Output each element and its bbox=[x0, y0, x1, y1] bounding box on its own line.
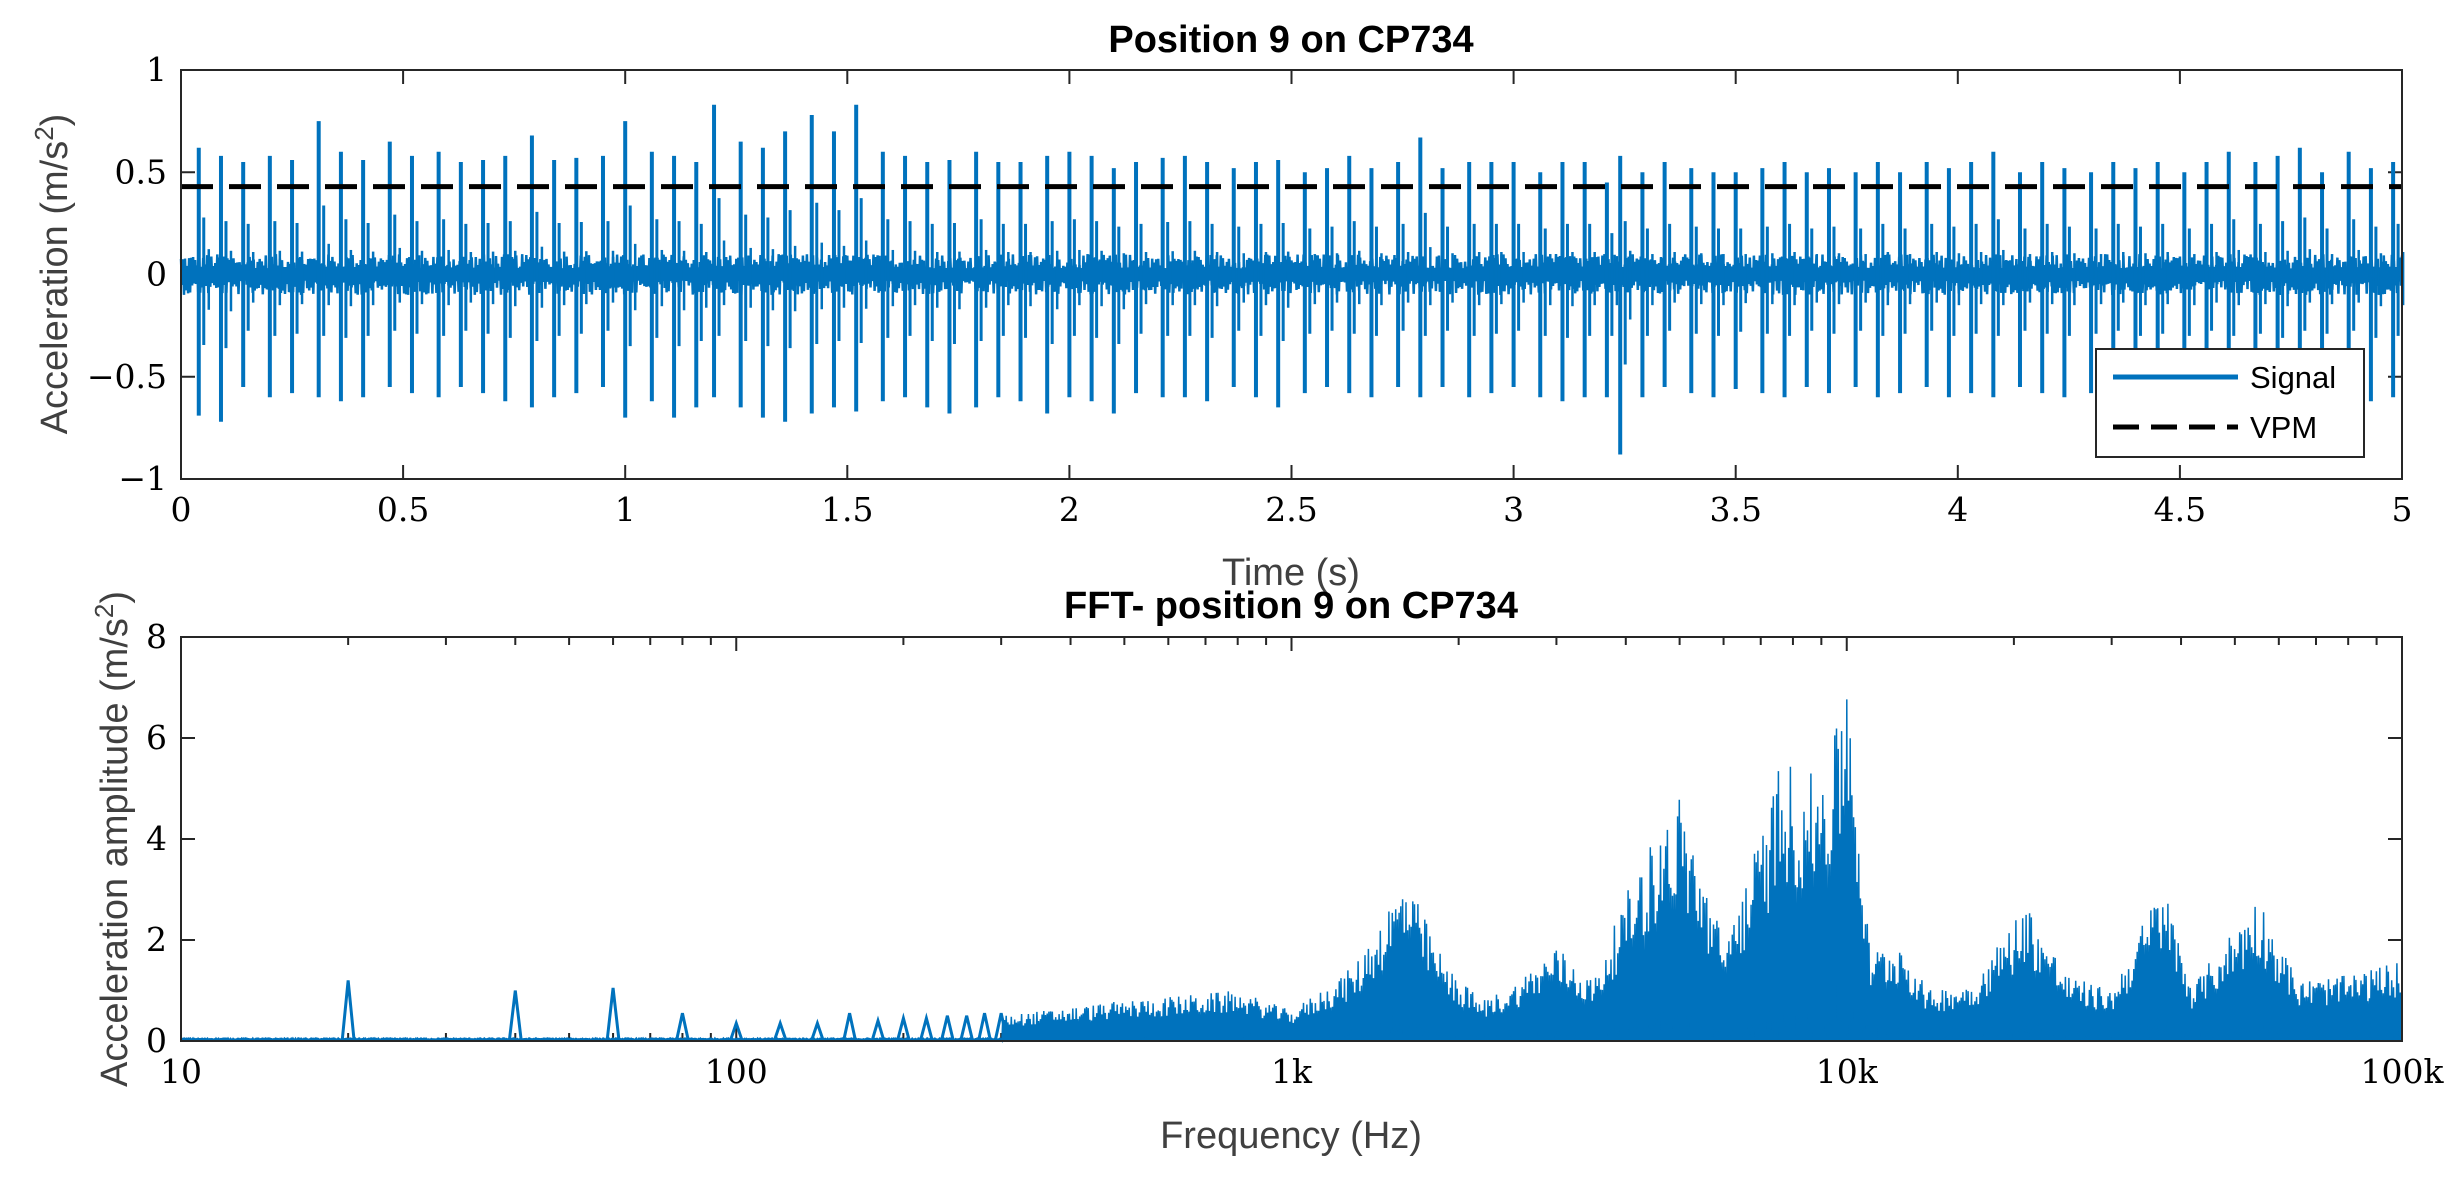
fft-y-axis-label: Acceleration amplitude (m/s2) bbox=[89, 591, 136, 1087]
time-x-tick-label: 3.5 bbox=[1709, 490, 1761, 529]
time-x-tick-label: 3 bbox=[1503, 490, 1524, 529]
fft-x-tick-label: 100k bbox=[2361, 1052, 2445, 1091]
time-y-tick-label: 0.5 bbox=[115, 152, 167, 191]
time-y-tick-labels: −1 −0.5 0 0.5 1 bbox=[87, 50, 167, 498]
time-x-axis-label: Time (s) bbox=[1222, 552, 1360, 594]
fft-harmonic-peak bbox=[772, 1018, 788, 1042]
time-chart-title: Position 9 on CP734 bbox=[1108, 19, 1473, 61]
time-x-tick-label: 1 bbox=[615, 490, 636, 529]
legend-vpm-label: VPM bbox=[2250, 410, 2317, 445]
time-y-axis-label-main: Acceleration (m/s bbox=[34, 141, 76, 435]
fft-y-tick-label: 2 bbox=[146, 920, 167, 959]
fft-harmonic-peak bbox=[870, 1015, 886, 1042]
time-x-tick-label: 0.5 bbox=[377, 490, 429, 529]
fft-harmonic-peak bbox=[959, 1015, 975, 1042]
time-y-axis-label-close: ) bbox=[34, 114, 76, 127]
fft-x-tick-label: 10k bbox=[1816, 1052, 1879, 1091]
fft-harmonic-peak bbox=[605, 987, 621, 1042]
fft-harmonic-peak bbox=[728, 1018, 744, 1042]
time-y-tick-label: 0 bbox=[146, 255, 167, 294]
time-x-tick-label: 0 bbox=[171, 490, 192, 529]
time-y-tick-label: 1 bbox=[146, 50, 167, 89]
fft-harmonic-peak bbox=[977, 1012, 993, 1042]
fft-harmonic-peak bbox=[340, 980, 356, 1042]
fft-harmonic-peak bbox=[809, 1018, 825, 1042]
fft-y-axis-label-exponent: 2 bbox=[89, 604, 119, 618]
fft-spectrum-series bbox=[180, 699, 2403, 1044]
time-signal-panel: Position 9 on CP734 Time (s) Acceleratio… bbox=[29, 19, 2413, 594]
time-x-tick-label: 4.5 bbox=[2154, 490, 2206, 529]
time-y-axis-label-exponent: 2 bbox=[29, 126, 59, 140]
fft-harmonic-peak bbox=[993, 1012, 1009, 1042]
fft-x-tick-labels: 10 100 1k 10k 100k bbox=[160, 1052, 2444, 1091]
fft-y-axis-label-close: ) bbox=[94, 591, 136, 604]
fft-y-tick-label: 4 bbox=[146, 819, 167, 858]
fft-harmonic-peak bbox=[507, 990, 523, 1042]
time-x-tick-label: 4 bbox=[1947, 490, 1968, 529]
legend: Signal VPM bbox=[2095, 348, 2365, 458]
time-y-tick-label: −1 bbox=[118, 459, 167, 498]
time-x-tick-labels: 0 0.5 1 1.5 2 2.5 3 3.5 4 4.5 5 bbox=[171, 490, 2413, 529]
signal-series bbox=[179, 104, 2405, 455]
fft-harmonic-peak bbox=[939, 1015, 955, 1042]
fft-harmonic-peak bbox=[842, 1012, 858, 1042]
fft-y-tick-label: 8 bbox=[146, 617, 167, 656]
fft-y-axis-label-main: Acceleration amplitude (m/s bbox=[94, 618, 136, 1087]
signal-noise-trace bbox=[179, 254, 2404, 295]
fft-x-axis-label: Frequency (Hz) bbox=[1160, 1115, 1422, 1157]
fft-panel: FFT- position 9 on CP734 Frequency (Hz) … bbox=[89, 585, 2444, 1157]
time-y-axis-label: Acceleration (m/s2) bbox=[29, 114, 76, 435]
time-x-tick-label: 5 bbox=[2392, 490, 2413, 529]
fft-x-tick-label: 10 bbox=[160, 1052, 202, 1091]
fft-harmonic-peak bbox=[674, 1012, 690, 1042]
fft-x-tick-label: 100 bbox=[705, 1052, 768, 1091]
time-x-tick-label: 2 bbox=[1059, 490, 1080, 529]
time-axes-box bbox=[180, 69, 2403, 480]
fft-chart-title: FFT- position 9 on CP734 bbox=[1064, 585, 1518, 627]
fft-harmonic-peak bbox=[895, 1012, 911, 1042]
fft-axes-box bbox=[180, 636, 2403, 1042]
legend-signal-label: Signal bbox=[2250, 360, 2336, 395]
time-x-tick-label: 2.5 bbox=[1265, 490, 1317, 529]
fft-y-tick-label: 6 bbox=[146, 718, 167, 757]
fft-y-tick-label: 0 bbox=[146, 1021, 167, 1060]
time-y-tick-label: −0.5 bbox=[87, 357, 167, 396]
fft-harmonic-peak bbox=[918, 1012, 934, 1042]
fft-x-tick-label: 1k bbox=[1271, 1052, 1313, 1091]
fft-y-tick-labels: 0 2 4 6 8 bbox=[146, 617, 167, 1060]
legend-box bbox=[2095, 348, 2365, 458]
time-x-tick-label: 1.5 bbox=[821, 490, 873, 529]
